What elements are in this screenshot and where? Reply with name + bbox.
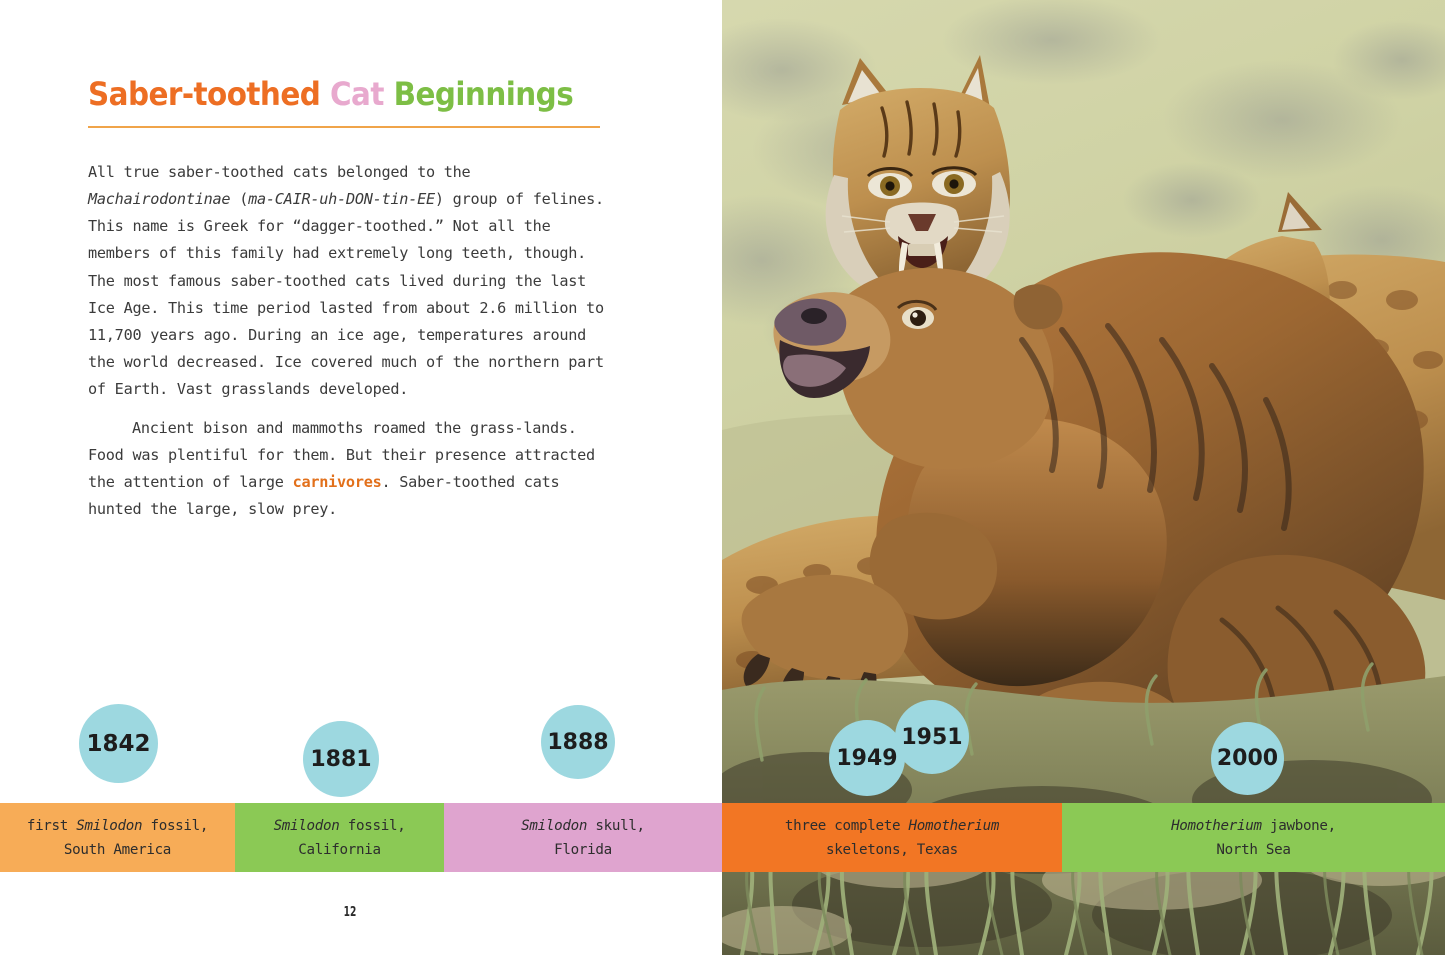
text-run-2: ( [230,190,249,209]
timeline-band-1888[interactable]: Smilodon skull, Florida [444,803,722,872]
band-caption-2000-line1-suffix: jawbone, [1261,817,1336,834]
timeline-dot-1842[interactable]: 1842 [79,704,158,783]
band-caption-1949-line2: skeletons, Texas [826,841,958,858]
title-part-beginnings: Beginnings [383,75,574,113]
glossary-keyword[interactable]: carnivores [292,473,382,492]
band-caption-1881-line1-suffix: fossil, [339,817,406,834]
italic-term: Machairodontinae [88,190,231,209]
left-page: Saber-toothed Cat Beginnings All true sa… [0,0,722,955]
title-part-cat: Cat [329,75,384,113]
band-caption-1888-line2: Florida [554,841,612,858]
timeline-dot-1888[interactable]: 1888 [541,705,615,779]
text-run-4: ) group of felines. This name is Greek f… [88,190,604,398]
band-caption-2000-line2: North Sea [1216,841,1291,858]
text-run-0: All true saber-toothed cats belonged to … [88,163,471,182]
text-run-2: . Saber-toothed cats hunted the large, s… [88,473,560,519]
band-caption-1842-species: Smilodon [76,817,143,834]
text-run-0: Ancient bison and mammoths roamed the gr… [88,419,595,492]
band-caption-1949-species: Homotherium [908,817,1000,834]
band-caption-1888-species: Smilodon [521,817,588,834]
page-number: 12 [343,905,357,920]
band-caption-1949-line1-prefix: three complete [784,817,909,834]
band-caption-1881-species: Smilodon [273,817,340,834]
page-title: Saber-toothed Cat Beginnings [88,78,603,110]
timeline-band-2000[interactable]: Homotherium jawbone, North Sea [1062,803,1445,872]
band-caption-1842-line2: South America [63,841,172,858]
band-caption-2000-species: Homotherium [1171,817,1262,834]
band-caption-1888-line1-suffix: skull, [587,817,645,834]
title-underline-rule [88,126,600,128]
band-caption-1881-line2: California [298,841,381,858]
body-paragraph-1: All true saber-toothed cats belonged to … [88,159,608,403]
body-paragraph-2: Ancient bison and mammoths roamed the gr… [88,415,608,523]
title-part-saber-toothed: Saber-toothed [88,75,330,113]
timeline-dot-2000[interactable]: 2000 [1211,722,1284,795]
band-caption-1842-line1-prefix: first [26,817,77,834]
timeline-band-1842[interactable]: first Smilodon fossil, South America [0,803,235,872]
timeline-band-1949-1951[interactable]: three complete Homotherium skeletons, Te… [722,803,1062,872]
timeline-dot-1951[interactable]: 1951 [895,700,969,774]
band-caption-1842-line1-suffix: fossil, [142,817,209,834]
timeline-band-1881[interactable]: Smilodon fossil, California [235,803,444,872]
timeline-dot-1949[interactable]: 1949 [829,720,905,796]
italic-term: ma-CAIR-uh-DON-tin-EE [248,190,435,209]
timeline-dot-1881[interactable]: 1881 [303,721,379,797]
